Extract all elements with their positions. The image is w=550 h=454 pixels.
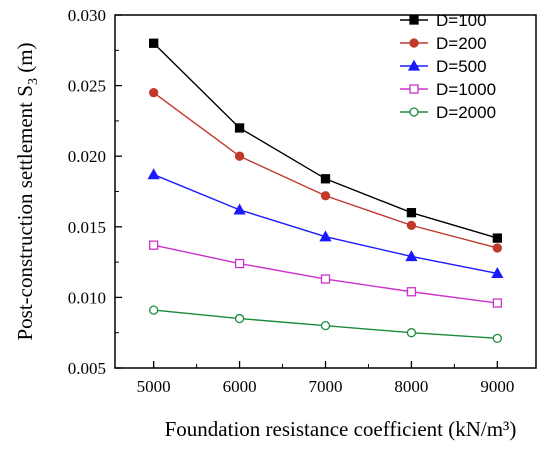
legend-label: D=200 [436,34,487,53]
data-point-series-4 [149,240,159,250]
x-tick-label: 6000 [223,377,257,396]
legend-label: D=500 [436,57,487,76]
y-axis-title: Post-construction settlement S3 (m) [13,42,41,340]
data-point-series-2 [234,151,245,161]
legend-label: D=2000 [436,103,496,122]
data-point-series-2 [149,88,159,98]
data-point-series-1 [149,38,159,48]
data-point-series-2 [492,243,502,253]
data-point-series-3 [147,168,160,180]
data-point-series-3 [405,250,418,262]
legend-marker [409,38,419,48]
data-point-series-1 [406,208,417,218]
data-point-series-2 [406,220,417,231]
x-tick-label: 9000 [480,377,514,396]
data-point-series-1 [234,123,245,133]
data-point-series-5 [492,333,502,343]
x-tick-label: 5000 [137,377,171,396]
data-point-series-4 [406,287,417,297]
x-axis-title: Foundation resistance coefficient (kN/m³… [165,417,517,441]
data-point-series-1 [492,233,502,243]
x-tick-label: 7000 [309,377,343,396]
data-point-series-3 [491,267,504,279]
data-point-series-3 [319,230,332,242]
y-tick-label: 0.020 [68,147,106,166]
legend-marker [409,107,419,117]
y-tick-label: 0.015 [68,218,106,237]
legend-label: D=1000 [436,80,496,99]
data-point-series-5 [320,320,331,331]
series-line-4 [153,244,498,304]
data-point-series-2 [320,191,331,201]
data-point-series-5 [406,328,417,338]
data-point-series-4 [320,274,331,284]
y-tick-label: 0.030 [68,6,106,25]
legend-marker [409,15,419,25]
data-point-series-5 [149,305,159,315]
y-tick-label: 0.010 [68,288,106,307]
x-tick-label: 8000 [394,377,428,396]
legend-marker [409,84,419,94]
data-point-series-1 [320,174,331,184]
legend-label: D=100 [436,11,487,30]
y-tick-label: 0.005 [68,359,106,378]
y-tick-label: 0.025 [68,77,106,96]
data-point-series-5 [234,313,245,324]
data-point-series-3 [233,203,246,215]
data-point-series-4 [234,258,245,269]
data-point-series-4 [492,298,502,308]
series-line-3 [153,173,498,275]
legend-marker [407,59,421,71]
